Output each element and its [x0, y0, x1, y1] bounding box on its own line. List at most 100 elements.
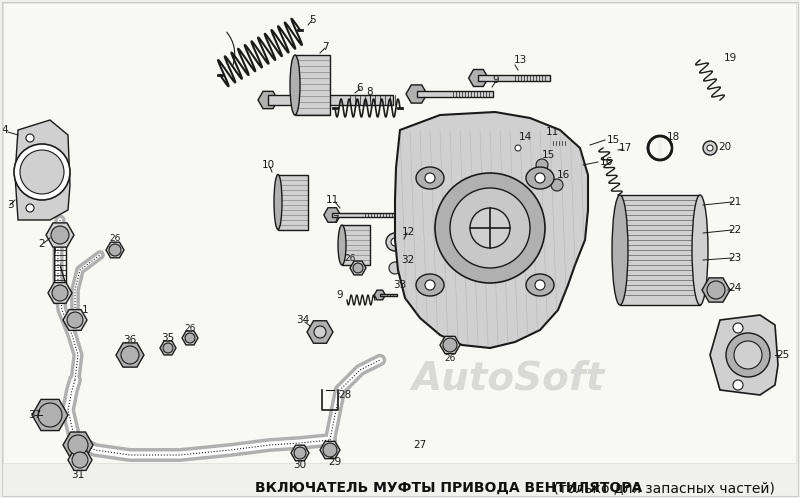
- Circle shape: [121, 346, 139, 364]
- Polygon shape: [106, 242, 124, 258]
- Circle shape: [353, 263, 363, 273]
- Bar: [278, 175, 308, 230]
- Polygon shape: [258, 91, 278, 109]
- Text: 28: 28: [338, 390, 352, 400]
- Text: 27: 27: [414, 440, 426, 450]
- Text: 18: 18: [666, 132, 680, 142]
- Text: 10: 10: [262, 160, 274, 170]
- Polygon shape: [68, 450, 92, 471]
- Bar: [417, 91, 493, 97]
- Circle shape: [391, 238, 399, 246]
- Circle shape: [510, 140, 526, 156]
- Circle shape: [20, 150, 64, 194]
- Circle shape: [435, 173, 545, 283]
- Polygon shape: [710, 315, 778, 395]
- Bar: [534, 141, 568, 145]
- Text: 15: 15: [542, 150, 554, 160]
- Polygon shape: [182, 331, 198, 345]
- Text: 37: 37: [28, 410, 42, 420]
- Circle shape: [323, 443, 337, 457]
- Circle shape: [515, 145, 521, 151]
- Circle shape: [386, 233, 404, 251]
- Text: 17: 17: [618, 143, 632, 153]
- Polygon shape: [160, 341, 176, 355]
- Text: 32: 32: [402, 255, 414, 265]
- Text: 30: 30: [294, 460, 306, 470]
- Text: 23: 23: [728, 253, 742, 263]
- Text: 16: 16: [600, 157, 614, 167]
- Text: 9: 9: [493, 75, 499, 85]
- Circle shape: [68, 435, 88, 455]
- Polygon shape: [350, 261, 366, 275]
- Text: 24: 24: [728, 283, 742, 293]
- Bar: [342, 225, 370, 265]
- Text: 29: 29: [328, 457, 342, 467]
- Circle shape: [294, 447, 306, 459]
- Text: 9: 9: [337, 290, 343, 300]
- Circle shape: [38, 403, 62, 427]
- Circle shape: [536, 159, 548, 171]
- Text: 1: 1: [82, 305, 88, 315]
- Text: AutoSoft: AutoSoft: [411, 360, 605, 397]
- Polygon shape: [291, 445, 309, 461]
- Circle shape: [51, 226, 69, 244]
- Text: 5: 5: [309, 15, 315, 25]
- Circle shape: [470, 208, 510, 248]
- Text: 7: 7: [322, 42, 328, 52]
- Text: 3: 3: [6, 200, 14, 210]
- Polygon shape: [48, 282, 72, 303]
- Text: 21: 21: [728, 197, 742, 207]
- Circle shape: [726, 333, 770, 377]
- Text: 26: 26: [444, 354, 456, 363]
- Text: 26: 26: [344, 253, 356, 262]
- Text: ВКЛЮЧАТЕЛЬ МУФТЫ ПРИВОДА ВЕНТИЛЯТОРА: ВКЛЮЧАТЕЛЬ МУФТЫ ПРИВОДА ВЕНТИЛЯТОРА: [255, 481, 642, 495]
- Polygon shape: [32, 399, 68, 431]
- Circle shape: [163, 343, 173, 353]
- Text: 4: 4: [2, 125, 8, 135]
- Ellipse shape: [526, 167, 554, 189]
- Circle shape: [707, 281, 725, 299]
- Polygon shape: [320, 441, 340, 459]
- Text: 25: 25: [776, 350, 790, 360]
- Text: 11: 11: [326, 195, 338, 205]
- Circle shape: [535, 173, 545, 183]
- Ellipse shape: [416, 274, 444, 296]
- Circle shape: [185, 333, 195, 343]
- Text: 26: 26: [110, 234, 121, 243]
- Polygon shape: [63, 310, 87, 330]
- Circle shape: [26, 134, 34, 142]
- Text: 6: 6: [357, 83, 363, 93]
- Text: 20: 20: [718, 142, 731, 152]
- Text: 7: 7: [332, 215, 338, 225]
- Polygon shape: [374, 290, 386, 300]
- Polygon shape: [406, 85, 427, 103]
- Ellipse shape: [526, 274, 554, 296]
- Bar: [332, 213, 395, 217]
- Ellipse shape: [338, 225, 346, 265]
- Polygon shape: [395, 112, 588, 348]
- Circle shape: [52, 285, 68, 301]
- Ellipse shape: [274, 174, 282, 230]
- Circle shape: [425, 280, 435, 290]
- Circle shape: [535, 280, 545, 290]
- Text: 12: 12: [402, 227, 414, 237]
- Bar: [620, 195, 700, 305]
- Bar: [478, 76, 550, 81]
- Circle shape: [14, 144, 70, 200]
- Text: 13: 13: [514, 55, 526, 65]
- Text: 14: 14: [518, 132, 532, 142]
- Circle shape: [67, 312, 83, 328]
- Circle shape: [734, 341, 762, 369]
- Ellipse shape: [692, 195, 708, 305]
- Text: 2: 2: [38, 239, 46, 249]
- Ellipse shape: [416, 167, 444, 189]
- Text: 26: 26: [184, 324, 196, 333]
- Ellipse shape: [290, 55, 300, 115]
- Polygon shape: [527, 137, 541, 149]
- Circle shape: [425, 173, 435, 183]
- Circle shape: [707, 145, 713, 151]
- Polygon shape: [116, 343, 144, 367]
- Text: 11: 11: [546, 127, 558, 137]
- Text: 36: 36: [123, 335, 137, 345]
- Circle shape: [389, 262, 401, 274]
